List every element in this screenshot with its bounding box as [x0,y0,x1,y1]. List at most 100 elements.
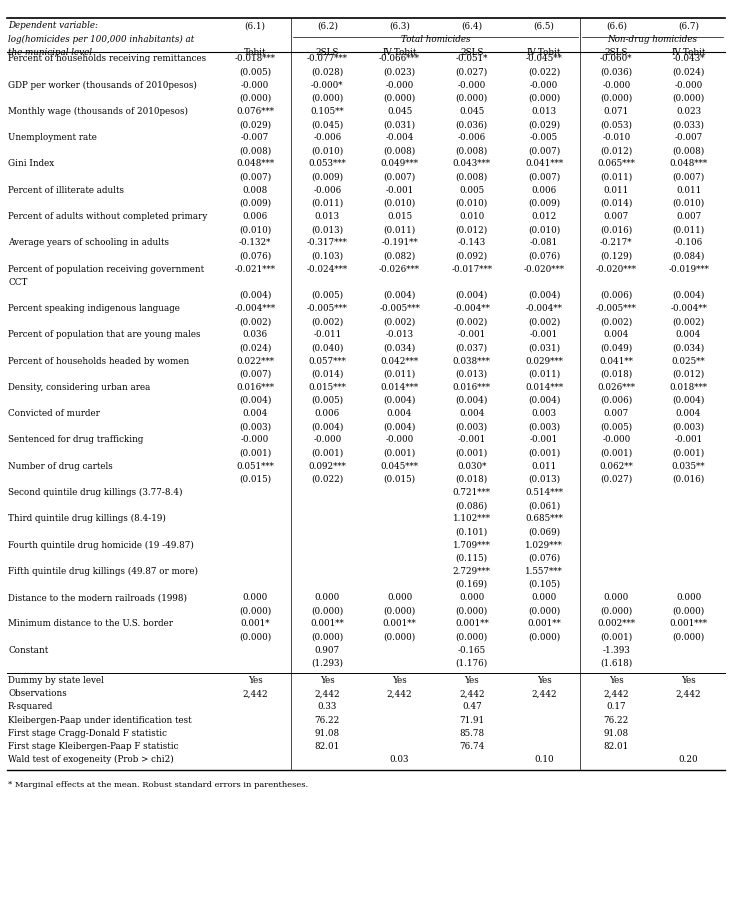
Text: 0.007: 0.007 [676,212,701,221]
Text: (0.007): (0.007) [528,173,560,181]
Text: (0.027): (0.027) [456,67,488,76]
Text: -0.000: -0.000 [386,81,414,90]
Text: 0.001**: 0.001** [383,620,417,629]
Text: * Marginal effects at the mean. Robust standard errors in parentheses.: * Marginal effects at the mean. Robust s… [8,781,308,789]
Text: 0.007: 0.007 [604,212,629,221]
Text: (1.176): (1.176) [456,659,488,668]
Text: -0.013: -0.013 [386,331,414,339]
Text: (0.053): (0.053) [600,120,632,129]
Text: -0.045**: -0.045** [526,54,562,63]
Text: (0.018): (0.018) [456,475,488,484]
Text: 1.557***: 1.557*** [525,567,563,576]
Text: IV-Tobit: IV-Tobit [527,48,561,57]
Text: 0.03: 0.03 [390,755,409,764]
Text: -0.000: -0.000 [241,81,269,90]
Text: Dummy by state level: Dummy by state level [8,676,104,685]
Text: -0.001: -0.001 [458,331,486,339]
Text: 0.045: 0.045 [459,107,485,116]
Text: -0.001: -0.001 [458,436,486,445]
Text: 0.10: 0.10 [534,755,554,764]
Text: 2,442: 2,442 [459,689,485,699]
Text: (0.010): (0.010) [456,199,488,207]
Text: (0.027): (0.027) [600,475,632,484]
Text: (0.002): (0.002) [239,317,271,326]
Text: Convicted of murder: Convicted of murder [8,410,100,419]
Text: 2,442: 2,442 [386,689,412,699]
Text: -0.004: -0.004 [385,133,414,142]
Text: (0.031): (0.031) [528,343,560,352]
Text: 0.002***: 0.002*** [597,620,635,629]
Text: Average years of schooling in adults: Average years of schooling in adults [8,238,169,247]
Text: (0.129): (0.129) [600,252,632,260]
Text: (0.009): (0.009) [311,173,343,181]
Text: (0.049): (0.049) [600,343,632,352]
Text: (0.013): (0.013) [456,370,488,379]
Text: Monthly wage (thousands of 2010pesos): Monthly wage (thousands of 2010pesos) [8,107,188,116]
Text: Number of drug cartels: Number of drug cartels [8,462,113,471]
Text: (0.004): (0.004) [673,291,705,300]
Text: (0.007): (0.007) [239,370,271,379]
Text: (0.012): (0.012) [456,226,488,234]
Text: -0.004**: -0.004** [670,304,707,313]
Text: 0.036: 0.036 [242,331,268,339]
Text: Third quintile drug killings (8.4-19): Third quintile drug killings (8.4-19) [8,515,166,524]
Text: (0.004): (0.004) [455,396,488,405]
Text: Unemployment rate: Unemployment rate [8,133,97,142]
Text: -0.001: -0.001 [530,436,559,445]
Text: CCT: CCT [8,278,27,286]
Text: 0.47: 0.47 [462,702,482,711]
Text: (0.010): (0.010) [528,226,560,234]
Text: (0.034): (0.034) [384,343,416,352]
Text: 0.001*: 0.001* [240,620,270,629]
Text: 2,442: 2,442 [676,689,701,699]
Text: Yes: Yes [247,676,263,685]
Text: -0.077***: -0.077*** [307,54,348,63]
Text: 0.029***: 0.029*** [525,357,563,366]
Text: 76.74: 76.74 [459,742,485,751]
Text: 0.000: 0.000 [676,593,701,602]
Text: -0.007: -0.007 [241,133,269,142]
Text: Percent of households headed by women: Percent of households headed by women [8,357,190,366]
Text: 0.000: 0.000 [387,593,412,602]
Text: -0.005: -0.005 [530,133,558,142]
Text: -0.000: -0.000 [602,81,630,90]
Text: (0.001): (0.001) [600,448,632,458]
Text: -0.010: -0.010 [602,133,630,142]
Text: -0.000: -0.000 [386,436,414,445]
Text: (0.013): (0.013) [311,226,343,234]
Text: 0.013: 0.013 [531,107,556,116]
Text: log(homicides per 100,000 inhabitants) at: log(homicides per 100,000 inhabitants) a… [8,34,194,43]
Text: (0.000): (0.000) [239,93,271,102]
Text: (0.004): (0.004) [239,291,272,300]
Text: (1.293): (1.293) [311,659,343,668]
Text: 0.045***: 0.045*** [381,462,419,471]
Text: 0.105**: 0.105** [310,107,344,116]
Text: Percent of population that are young males: Percent of population that are young mal… [8,331,201,339]
Text: (0.103): (0.103) [311,252,343,260]
Text: -0.005***: -0.005*** [596,304,637,313]
Text: 0.721***: 0.721*** [453,488,491,497]
Text: 85.78: 85.78 [459,728,485,737]
Text: -0.001: -0.001 [530,331,559,339]
Text: 0.006: 0.006 [315,410,340,419]
Text: 0.048***: 0.048*** [236,159,274,169]
Text: -0.020***: -0.020*** [596,265,637,274]
Text: (0.000): (0.000) [673,93,705,102]
Text: 0.010: 0.010 [459,212,485,221]
Text: First stage Cragg-Donald F statistic: First stage Cragg-Donald F statistic [8,728,167,737]
Text: -0.019***: -0.019*** [668,265,709,274]
Text: 0.023: 0.023 [676,107,701,116]
Text: -0.132*: -0.132* [239,238,272,247]
Text: (0.004): (0.004) [384,422,416,431]
Text: Fifth quintile drug killings (49.87 or more): Fifth quintile drug killings (49.87 or m… [8,567,198,576]
Text: (0.024): (0.024) [673,67,705,76]
Text: -0.217*: -0.217* [600,238,632,247]
Text: 82.01: 82.01 [315,742,340,751]
Text: (0.000): (0.000) [384,632,416,641]
Text: -0.005***: -0.005*** [379,304,420,313]
Text: (0.002): (0.002) [311,317,343,326]
Text: (1.618): (1.618) [600,659,632,668]
Text: 0.004: 0.004 [242,410,268,419]
Text: (0.010): (0.010) [673,199,705,207]
Text: (0.008): (0.008) [673,147,705,155]
